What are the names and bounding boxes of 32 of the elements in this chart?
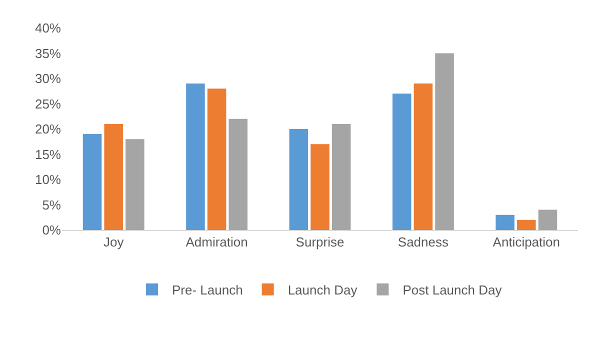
x-tick-label: Surprise [296, 234, 344, 250]
x-tick-label: Anticipation [492, 234, 560, 250]
x-tick-label: Admiration [186, 234, 248, 250]
x-tick-label: Sadness [398, 234, 449, 250]
bar [207, 88, 226, 230]
y-tick-label: 35% [34, 46, 62, 61]
bar [538, 210, 558, 230]
y-tick-label: 25% [34, 96, 62, 112]
y-tick-label: 10% [34, 172, 62, 188]
bar [392, 94, 412, 230]
bar [332, 124, 351, 230]
legend-label: Launch Day [288, 282, 358, 298]
bar [414, 84, 433, 230]
bar [435, 53, 454, 230]
bar [104, 124, 123, 230]
bar [82, 134, 102, 230]
y-tick-label: 20% [34, 122, 62, 137]
y-tick-label: 40% [34, 20, 62, 36]
bar [310, 144, 330, 230]
bar [126, 139, 144, 230]
y-tick-label: 5% [42, 197, 62, 212]
bar [289, 129, 308, 230]
y-tick-label: 30% [34, 71, 62, 86]
bar [517, 220, 536, 230]
y-tick-label: 0% [42, 222, 62, 238]
x-tick-label: Joy [103, 234, 124, 250]
bar [228, 118, 248, 230]
bar [496, 214, 514, 230]
legend-label: Post Launch Day [402, 282, 502, 298]
legend-label: Pre- Launch [172, 282, 243, 298]
y-tick-label: 15% [34, 146, 62, 162]
bar [186, 84, 205, 230]
